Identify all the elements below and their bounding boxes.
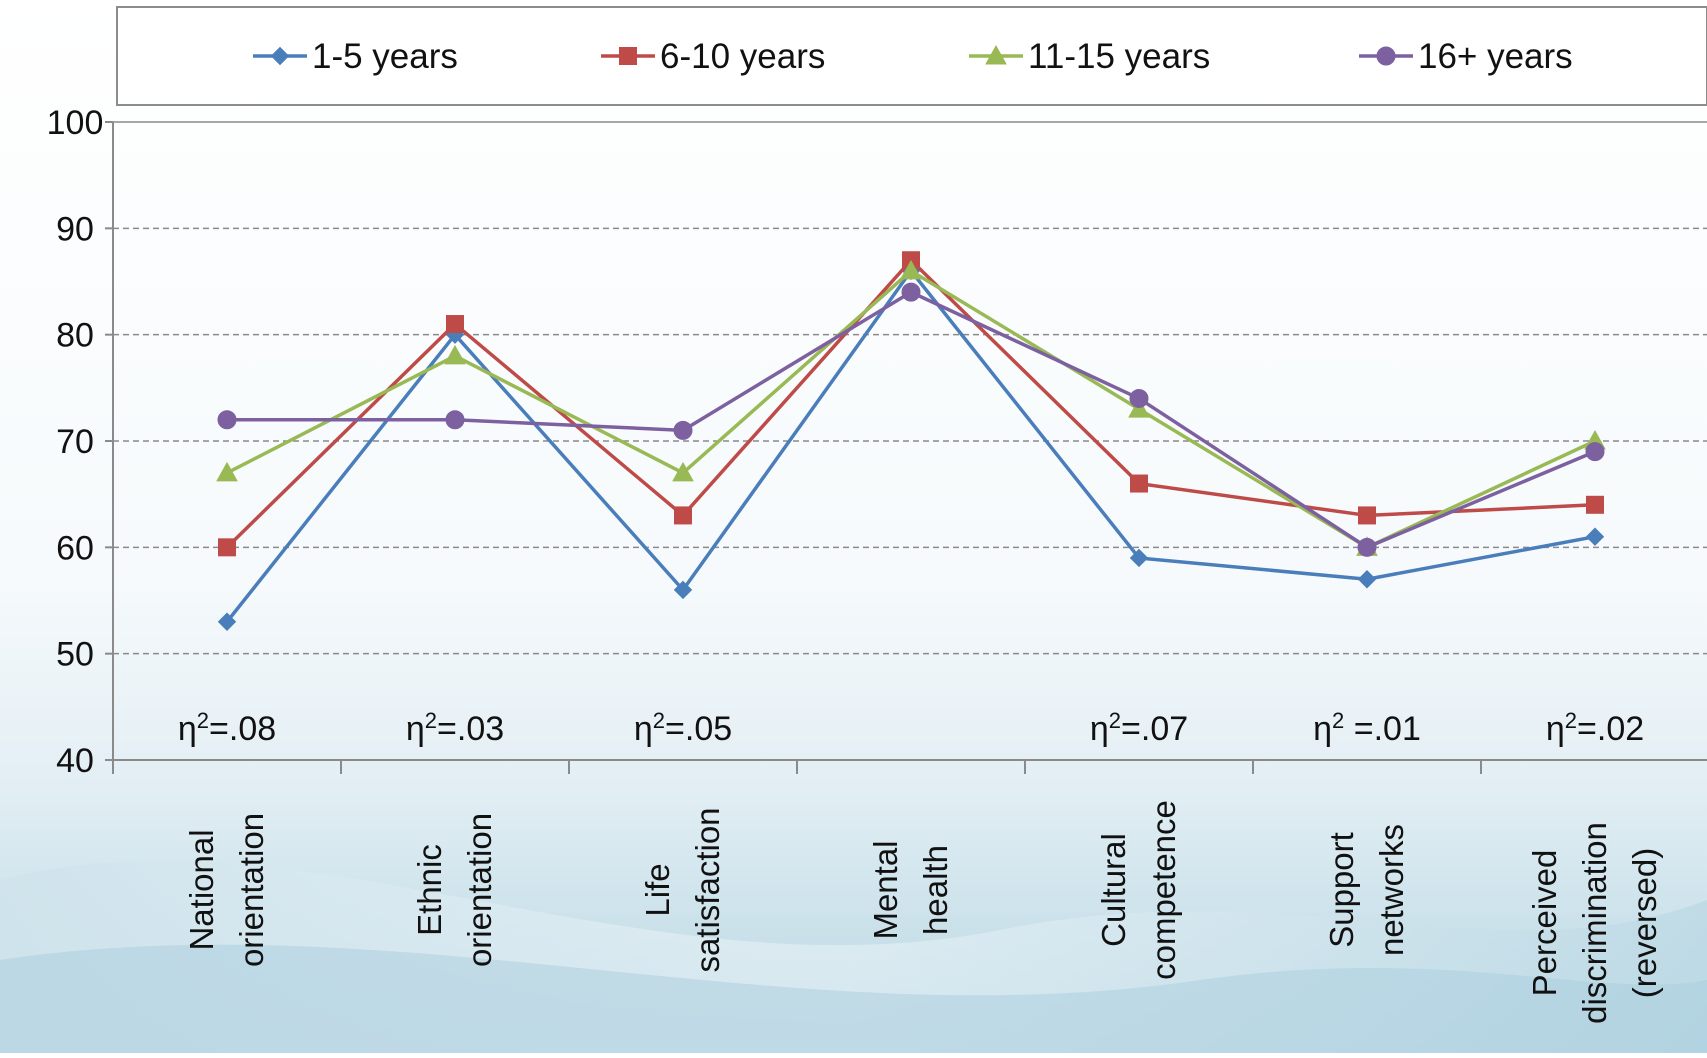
data-point-s1-c1 bbox=[217, 612, 237, 631]
data-point-s3-c5 bbox=[1128, 398, 1150, 418]
legend-marker-4 bbox=[1376, 46, 1396, 66]
data-point-s1-c7 bbox=[1585, 527, 1605, 546]
data-point-s4-c2 bbox=[445, 410, 465, 430]
legend-marker-3 bbox=[985, 44, 1007, 65]
background-wave-2 bbox=[0, 944, 1707, 1053]
data-point-s2-c2 bbox=[446, 315, 464, 334]
category-labels: National orientation Ethnic orientation Life… bbox=[183, 800, 1663, 1024]
legend-marker-1 bbox=[270, 46, 290, 66]
x-category-label-1: National orientation bbox=[183, 813, 270, 967]
data-point-s4-c6 bbox=[1357, 537, 1377, 557]
y-tick-label-90: 90 bbox=[56, 210, 94, 248]
y-tick-label-40: 40 bbox=[56, 742, 94, 780]
eta-annotation-6: η2=.02 bbox=[1546, 708, 1644, 748]
eta-annotation-4: η2=.07 bbox=[1090, 708, 1188, 748]
data-point-s1-c5 bbox=[1129, 548, 1149, 568]
legend-box bbox=[116, 6, 1707, 106]
x-category-label-2: Ethnic orientation bbox=[411, 813, 498, 967]
eta-annotation-5: η2 =.01 bbox=[1313, 708, 1421, 748]
data-point-s4-c7 bbox=[1585, 442, 1605, 462]
data-point-s3-c4 bbox=[900, 259, 922, 280]
data-point-s2-c1 bbox=[218, 538, 236, 557]
legend: 1-5 years 6-10 years 11-15 years 16+ years bbox=[116, 6, 1707, 106]
eta-annotation-2: η2=.03 bbox=[406, 708, 504, 748]
legend-label-4: 16+ years bbox=[1418, 37, 1573, 76]
y-tick-label-50: 50 bbox=[56, 636, 94, 674]
x-category-label-6: Support networks bbox=[1323, 824, 1410, 956]
x-category-label-3: Life satisfaction bbox=[639, 807, 726, 972]
data-point-s1-c6 bbox=[1357, 570, 1377, 589]
legend-item-2: 6-10 years bbox=[601, 37, 825, 76]
eta-annotation-3: η2=.05 bbox=[634, 708, 732, 748]
legend-label-3: 11-15 years bbox=[1028, 37, 1210, 76]
gridlines bbox=[113, 121, 1707, 655]
effect-size-annotations: η2=.08 η2=.03 η2=.05 η2=.07 η2 =.01 η2=.02 bbox=[178, 708, 1644, 748]
eta-annotation-1: η2=.08 bbox=[178, 708, 276, 748]
data-point-s4-c3 bbox=[673, 420, 693, 440]
x-category-label-4: Mental health bbox=[867, 840, 954, 939]
series-4 bbox=[217, 282, 1605, 557]
data-point-s1-c3 bbox=[673, 580, 693, 600]
y-tick-label-70: 70 bbox=[56, 423, 94, 461]
legend-item-4: 16+ years bbox=[1359, 37, 1573, 76]
x-category-label-5: Cultural competence bbox=[1095, 800, 1182, 980]
legend-item-3: 11-15 years bbox=[969, 37, 1210, 76]
data-point-s3-c3 bbox=[672, 461, 694, 482]
y-tick-label-80: 80 bbox=[56, 317, 94, 355]
legend-marker-2 bbox=[619, 47, 637, 65]
data-point-s2-c3 bbox=[674, 506, 692, 525]
data-point-s2-c6 bbox=[1358, 506, 1376, 525]
data-point-s3-c2 bbox=[444, 344, 466, 365]
legend-item-1: 1-5 years bbox=[253, 37, 458, 76]
data-point-s2-c5 bbox=[1130, 474, 1148, 493]
axes: 40 50 60 70 80 90 100 bbox=[47, 104, 1707, 780]
x-category-label-7: Perceived discrimination (reversed) bbox=[1526, 822, 1663, 1024]
y-tick-label-60: 60 bbox=[56, 529, 94, 567]
series-lines bbox=[216, 251, 1606, 631]
data-point-s4-c5 bbox=[1129, 388, 1149, 408]
data-point-s4-c4 bbox=[901, 282, 921, 302]
legend-label-2: 6-10 years bbox=[660, 37, 825, 76]
y-tick-label-100: 100 bbox=[47, 104, 104, 142]
data-point-s4-c1 bbox=[217, 410, 237, 430]
data-point-s2-c7 bbox=[1586, 495, 1604, 514]
data-point-s3-c1 bbox=[216, 461, 238, 482]
legend-label-1: 1-5 years bbox=[312, 37, 458, 76]
